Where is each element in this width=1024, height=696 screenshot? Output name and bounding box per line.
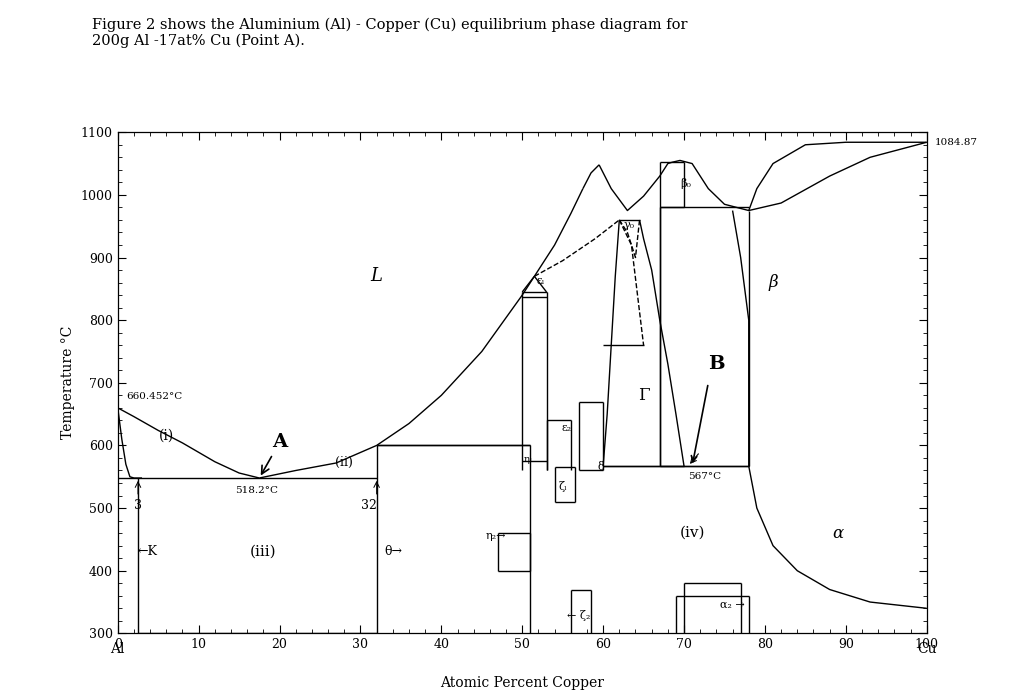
Text: ←K: ←K: [138, 546, 158, 558]
Text: Cu: Cu: [916, 642, 937, 656]
Text: (iii): (iii): [250, 545, 276, 559]
Text: εₗ: εₗ: [537, 276, 545, 286]
Text: 32: 32: [360, 499, 377, 512]
Text: ζₗ: ζₗ: [559, 481, 567, 491]
Text: (i): (i): [159, 429, 174, 443]
Text: β: β: [768, 274, 778, 291]
Text: γ₀: γ₀: [624, 220, 634, 230]
Text: Figure 2 shows the Aluminium (Al) - Copper (Cu) equilibrium phase diagram for
20: Figure 2 shows the Aluminium (Al) - Copp…: [92, 17, 688, 49]
Text: 567°C: 567°C: [688, 473, 721, 482]
Y-axis label: Temperature °C: Temperature °C: [61, 326, 76, 439]
Text: B: B: [708, 355, 725, 373]
Text: α: α: [833, 525, 844, 541]
Text: Al: Al: [111, 642, 125, 656]
Text: η₁: η₁: [524, 454, 534, 464]
Text: 518.2°C: 518.2°C: [236, 486, 279, 495]
Text: η₂→: η₂→: [485, 531, 506, 541]
Text: ← ζ₂: ← ζ₂: [566, 610, 590, 622]
Text: 1084.87: 1084.87: [935, 138, 978, 147]
Text: δ: δ: [597, 462, 604, 473]
X-axis label: Atomic Percent Copper: Atomic Percent Copper: [440, 677, 604, 690]
Text: θ→: θ→: [385, 546, 402, 558]
Text: α₂ →: α₂ →: [721, 600, 745, 610]
Text: L: L: [371, 267, 383, 285]
Text: 3: 3: [134, 499, 142, 512]
Text: 660.452°C: 660.452°C: [126, 392, 182, 401]
Text: Γ: Γ: [638, 387, 649, 404]
Text: β₀: β₀: [680, 178, 691, 189]
Text: (ii): (ii): [335, 456, 353, 469]
Text: A: A: [261, 434, 287, 474]
Text: ε₂: ε₂: [561, 423, 571, 433]
Text: (iv): (iv): [679, 526, 705, 540]
